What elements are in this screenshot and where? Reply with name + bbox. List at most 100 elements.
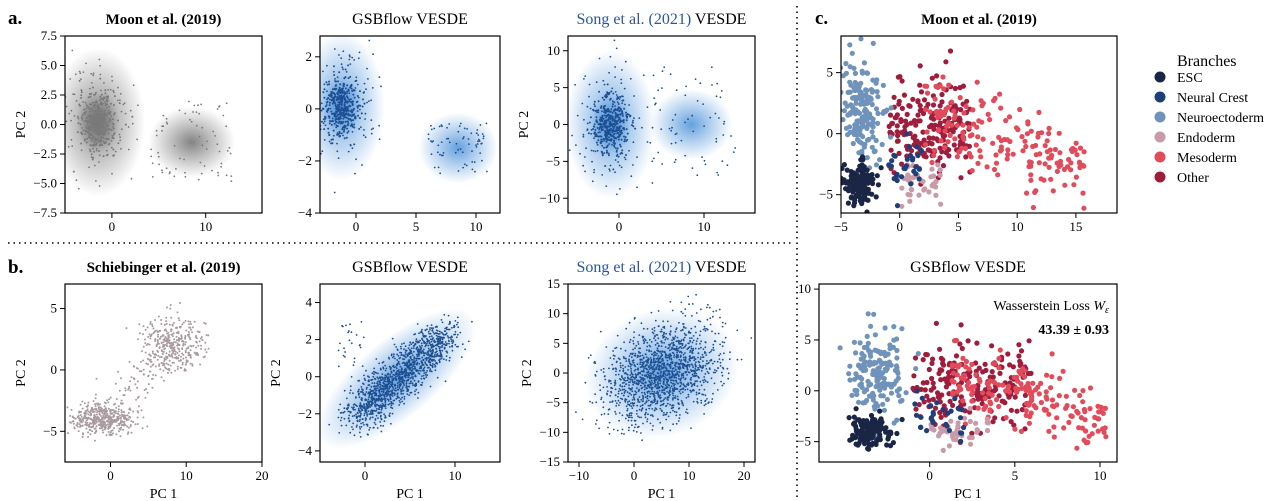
point: [406, 393, 409, 395]
point: [353, 357, 356, 360]
point: [339, 117, 342, 120]
point: [394, 387, 397, 390]
point: [679, 361, 682, 363]
point: [328, 80, 331, 83]
point: [324, 117, 326, 120]
point: [129, 109, 132, 112]
point: [100, 97, 103, 100]
point: [627, 395, 630, 398]
point: [615, 47, 618, 50]
point: [663, 370, 665, 373]
point: [178, 339, 180, 342]
plot-area: [320, 36, 498, 194]
point: [200, 172, 203, 175]
point: [95, 144, 97, 146]
point: [351, 103, 354, 106]
point: [431, 364, 434, 367]
point: [370, 119, 373, 121]
point: [320, 120, 323, 123]
point: [96, 410, 99, 413]
point: [656, 352, 658, 355]
point: [101, 429, 104, 432]
point: [420, 330, 423, 333]
point: [712, 371, 715, 374]
point: [435, 337, 438, 340]
point: [380, 390, 383, 393]
point: [363, 407, 366, 410]
point: [710, 66, 713, 68]
point: [346, 84, 349, 87]
point: [584, 170, 586, 173]
point: [184, 349, 187, 352]
point: [704, 373, 707, 375]
point: [613, 132, 616, 135]
point: [672, 394, 675, 397]
point: [173, 341, 175, 344]
point: [331, 142, 334, 145]
point: [339, 101, 342, 104]
point: [377, 395, 380, 397]
point: [203, 165, 206, 167]
point: [95, 104, 98, 107]
point: [663, 412, 665, 414]
point: [594, 135, 597, 138]
point: [358, 127, 361, 130]
point: [78, 70, 81, 73]
point: [117, 408, 120, 411]
point: [73, 115, 76, 117]
point: [601, 114, 604, 117]
point: [169, 304, 172, 306]
point: [677, 350, 680, 352]
point: [176, 365, 179, 368]
point: [186, 360, 189, 363]
point: [441, 356, 443, 358]
point: [120, 411, 123, 414]
point: [365, 369, 367, 372]
point: [353, 107, 355, 110]
point: [162, 350, 165, 353]
point: [680, 139, 683, 142]
point: [704, 399, 707, 402]
point: [112, 154, 115, 157]
point: [348, 414, 351, 417]
point: [681, 344, 684, 347]
point: [380, 400, 383, 403]
point: [349, 389, 352, 392]
point: [404, 351, 407, 353]
point: [156, 358, 159, 361]
point: [441, 321, 444, 324]
point: [147, 375, 150, 378]
point: [328, 104, 331, 107]
point: [596, 111, 599, 114]
point: [641, 361, 643, 364]
point: [103, 82, 105, 84]
point: [110, 423, 113, 426]
point: [343, 389, 346, 392]
point: [85, 125, 88, 128]
point: [176, 352, 179, 354]
point: [154, 365, 157, 368]
point: [112, 89, 115, 92]
point: [442, 337, 445, 339]
point: [335, 126, 338, 129]
point: [673, 161, 676, 164]
point: [376, 380, 379, 383]
point: [347, 88, 350, 91]
point: [613, 144, 615, 147]
point: [401, 386, 404, 388]
point: [436, 376, 439, 379]
point: [99, 127, 102, 130]
point: [356, 110, 359, 112]
point: [85, 62, 87, 65]
point: [366, 101, 368, 104]
point: [146, 425, 149, 428]
point: [120, 409, 123, 412]
point: [349, 392, 351, 394]
point: [369, 400, 371, 403]
point: [393, 366, 396, 369]
point: [605, 115, 608, 118]
point: [114, 150, 117, 153]
point: [682, 388, 685, 390]
point: [127, 418, 130, 421]
point: [695, 293, 697, 296]
